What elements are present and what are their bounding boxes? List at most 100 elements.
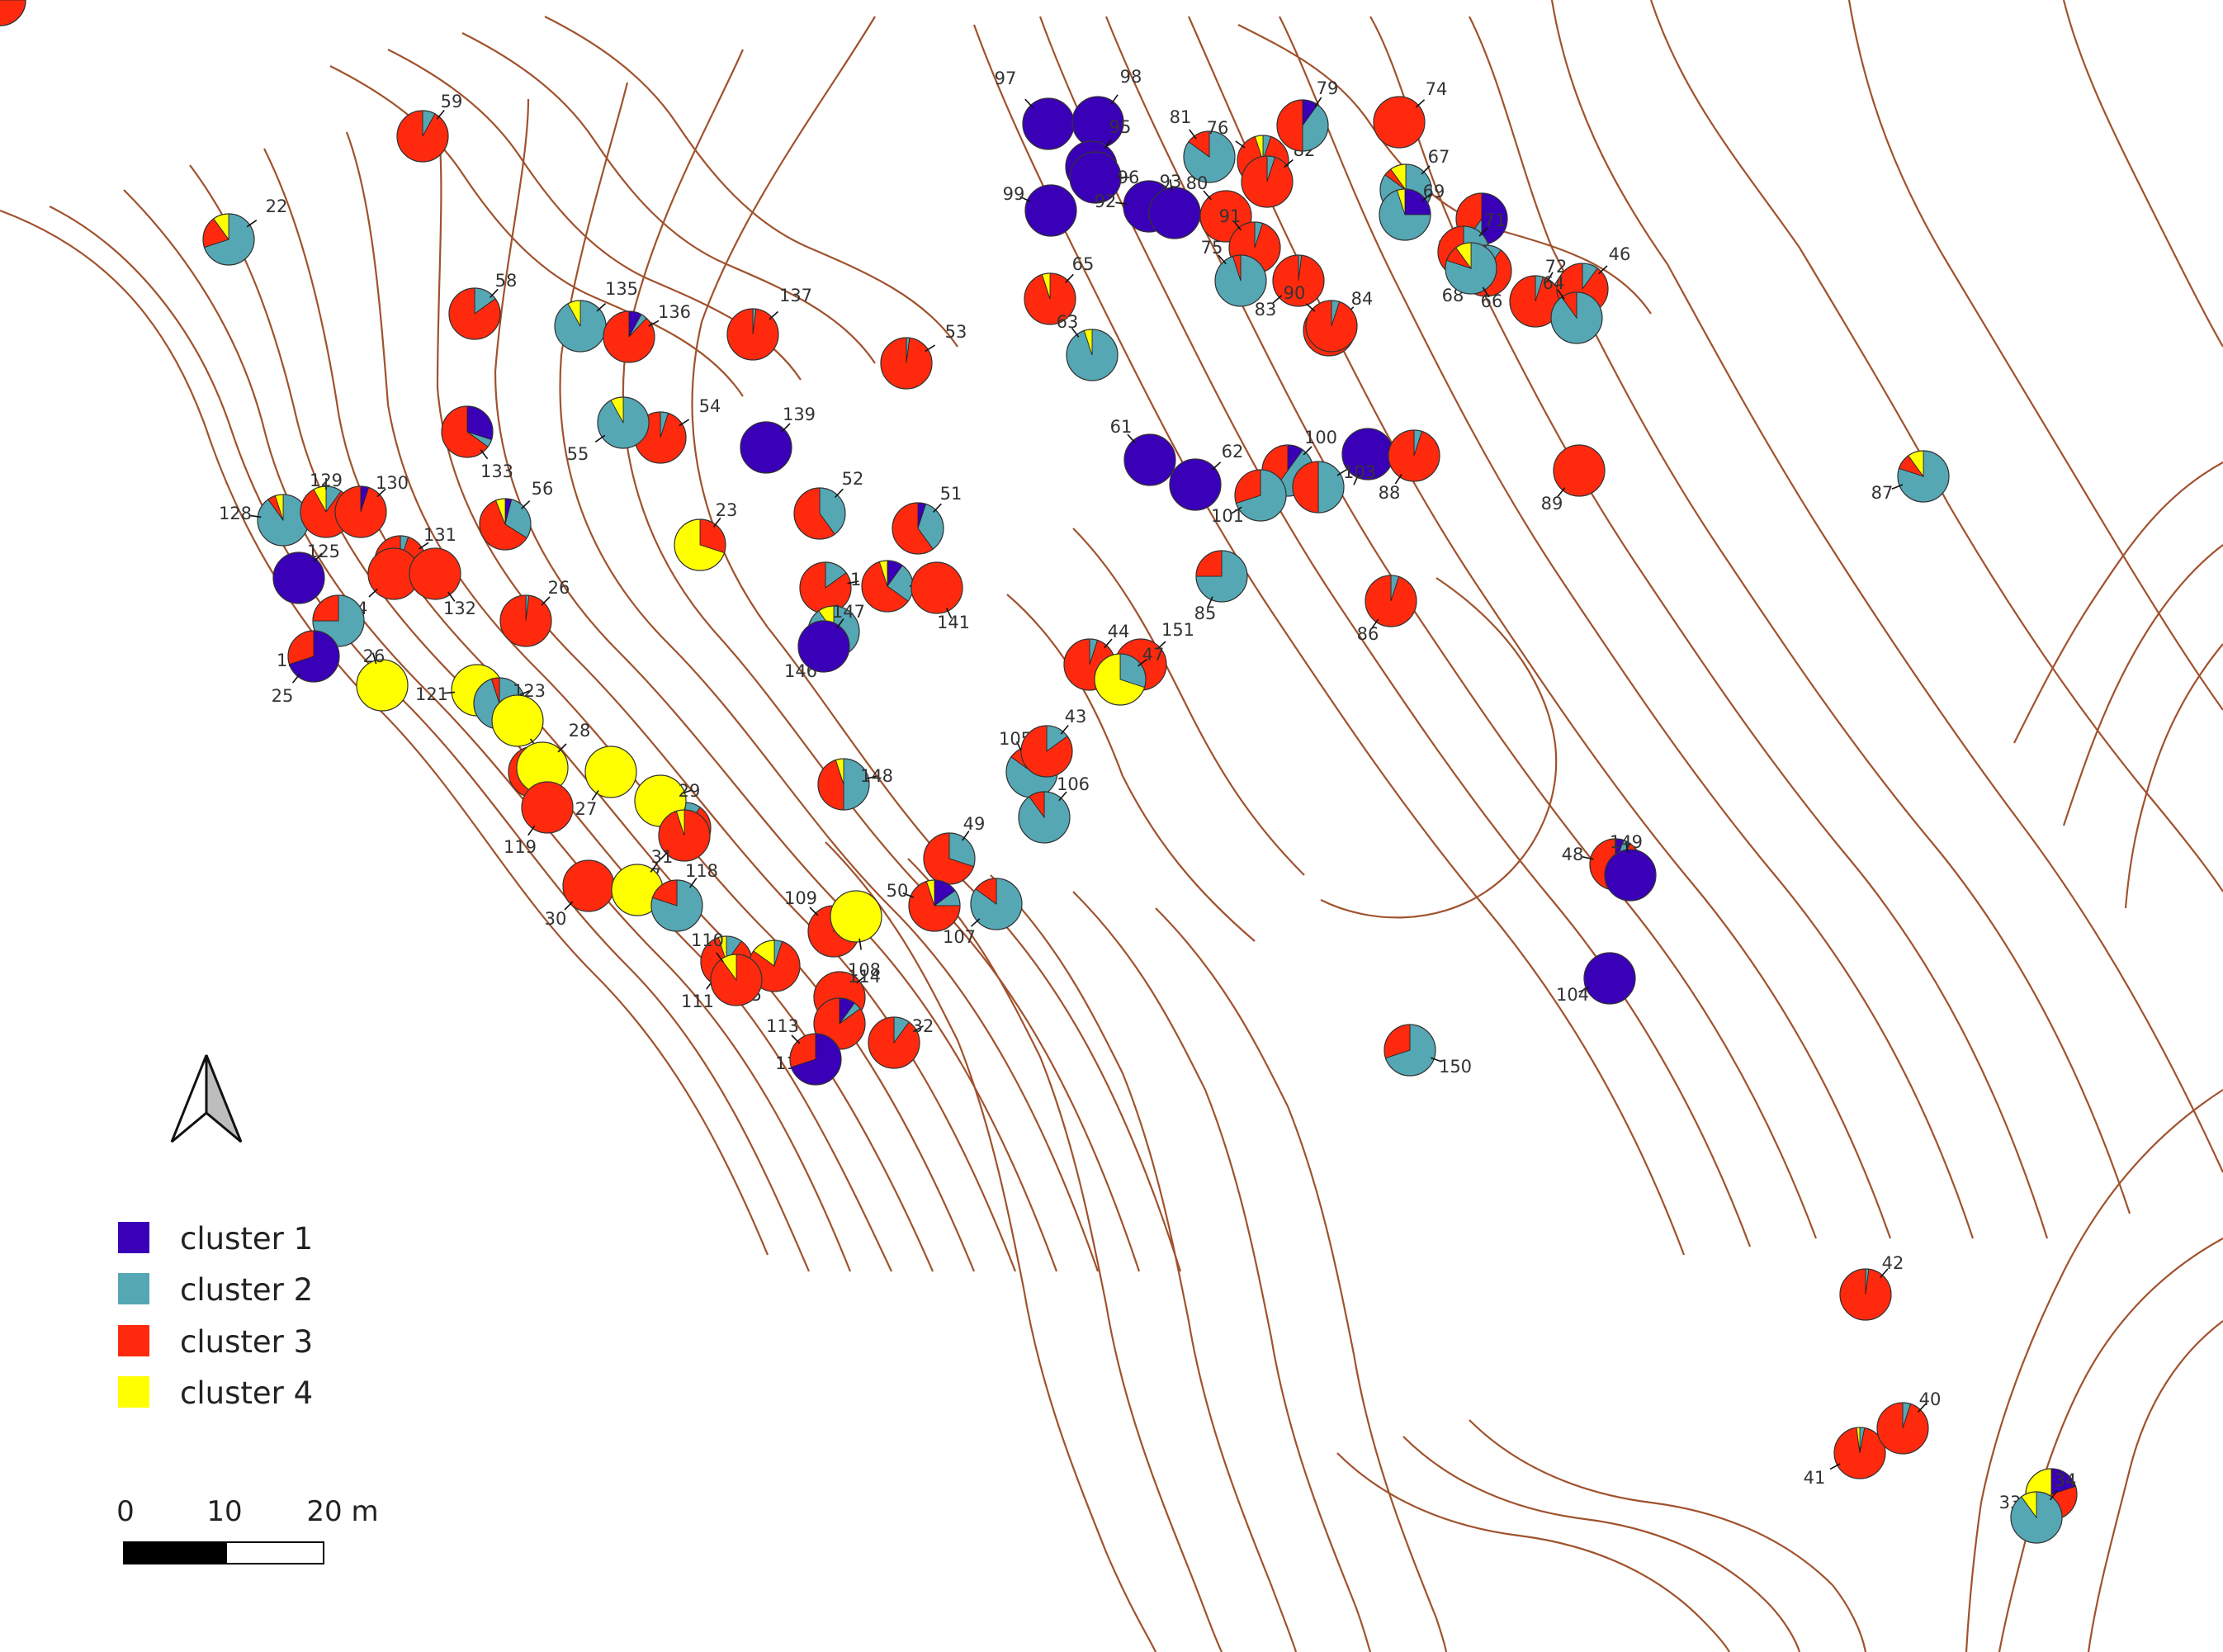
site-pie-113: 113: [766, 1016, 842, 1086]
label-leader-line: [945, 608, 953, 619]
site-pie-26: 26: [356, 646, 409, 712]
site-pie-49: 49: [923, 814, 985, 885]
site-label: 27: [575, 799, 598, 819]
label-leader-line: [1578, 987, 1590, 993]
site-pie-101: 101: [1211, 469, 1287, 526]
pie-outline: [830, 890, 882, 943]
label-leader-line: [480, 449, 489, 460]
site-pies: 59 22 58 135 136 137 53 54 55 133 139 56 128 129 130 13…: [0, 0, 2078, 1544]
site-label: 47: [1142, 645, 1165, 665]
legend-label-cluster-2: cluster 2: [180, 1272, 313, 1308]
site-label: 67: [1428, 147, 1450, 167]
contour-line: [1006, 594, 1256, 942]
site-pie-56: 56: [479, 479, 554, 551]
site-pie-50: 50: [887, 879, 961, 932]
scale-tick-20m: 20 m: [306, 1495, 378, 1528]
pie-outline: [1276, 99, 1329, 152]
label-leader-line: [1024, 98, 1034, 108]
site-label: 90: [1284, 283, 1306, 303]
legend-label-cluster-3: cluster 3: [180, 1324, 313, 1360]
site-pie-85: 85: [1194, 550, 1248, 623]
site-label: 136: [658, 302, 691, 322]
label-leader-line: [591, 790, 599, 801]
contour-line: [1998, 1238, 2223, 1652]
pie-outline: [710, 954, 763, 1006]
site-label: 43: [1065, 707, 1087, 727]
site-pie-75: 75: [1201, 238, 1267, 307]
label-leader-line: [1235, 140, 1246, 149]
label-leader-line: [594, 434, 606, 443]
label-leader-line: [1115, 201, 1128, 205]
pie-outline: [1550, 291, 1603, 344]
site-label: 111: [681, 992, 714, 1011]
label-leader-line: [716, 952, 724, 963]
site-label: 71: [1484, 211, 1506, 230]
label-leader-line: [1557, 487, 1566, 498]
site-label: 41: [1804, 1468, 1826, 1488]
site-pie-107: 107: [943, 878, 1023, 947]
site-label: 51: [940, 484, 963, 504]
site-label: 133: [480, 462, 513, 481]
label-leader-line: [1203, 190, 1212, 201]
legend: cluster 1 cluster 2 cluster 3 cluster 4: [118, 1221, 313, 1411]
pie-outline: [603, 310, 655, 363]
site-label: 93: [1160, 172, 1182, 192]
pie-outline: [1839, 1268, 1892, 1321]
site-label: 81: [1170, 107, 1192, 127]
site-label: 113: [766, 1016, 799, 1036]
pie-outline: [448, 287, 501, 340]
site-pie-149: 149: [1604, 832, 1657, 902]
site-label: 118: [685, 861, 718, 881]
label-leader-line: [1019, 196, 1031, 202]
site-pie-47: 47: [1094, 645, 1165, 706]
site-label: 107: [943, 927, 976, 947]
pie-outline: [1305, 300, 1358, 353]
site-label: 80: [1186, 173, 1208, 193]
label-leader-line: [1421, 192, 1432, 201]
pie-outline: [1272, 254, 1325, 307]
contour-line: [1649, 0, 2223, 892]
contour-line: [1965, 1089, 2223, 1652]
site-pie-88: 88: [1379, 429, 1440, 503]
label-leader-line: [1353, 474, 1360, 485]
label-leader-line: [970, 918, 981, 927]
site-label: 53: [945, 322, 967, 342]
site-label: 148: [860, 766, 893, 786]
site-label: 92: [1095, 192, 1117, 211]
label-leader-line: [1482, 286, 1490, 298]
site-pie-150: 150: [1383, 1024, 1472, 1077]
label-leader-line: [596, 303, 607, 312]
contour-line: [622, 49, 1141, 1272]
label-leader-line: [1305, 303, 1316, 312]
label-leader-line: [1370, 618, 1379, 630]
site-label: 22: [266, 196, 288, 216]
site-pie-132: 132: [409, 547, 476, 618]
label-leader-line: [1127, 433, 1136, 444]
site-pie-42: 42: [1839, 1253, 1904, 1321]
label-leader-line: [769, 310, 778, 320]
site-pie-130: 130: [334, 473, 409, 538]
contour-line: [907, 858, 1223, 1652]
site-label: 150: [1439, 1057, 1472, 1077]
scale-bar: 0 10 20 m: [116, 1495, 379, 1564]
contour-line: [1155, 907, 1448, 1652]
site-pie-136: 136: [603, 302, 691, 363]
site-label: 141: [937, 613, 970, 632]
label-leader-line: [1546, 272, 1554, 283]
label-leader-line: [1110, 94, 1119, 105]
label-leader-line: [809, 906, 819, 916]
pie-outline: [674, 518, 726, 571]
label-leader-line: [689, 878, 698, 888]
site-label: 28: [569, 721, 591, 741]
label-leader-line: [1314, 97, 1322, 107]
site-label: 64: [1543, 273, 1565, 293]
site-label: 56: [532, 479, 554, 499]
label-leader-line: [1336, 468, 1348, 476]
site-pie-125: 125: [272, 542, 340, 604]
pie-outline: [1383, 1024, 1436, 1077]
site-pie-137: 137: [726, 286, 812, 361]
pie-outline: [910, 561, 963, 614]
label-leader-line: [1232, 220, 1242, 231]
label-leader-line: [1880, 1268, 1889, 1279]
